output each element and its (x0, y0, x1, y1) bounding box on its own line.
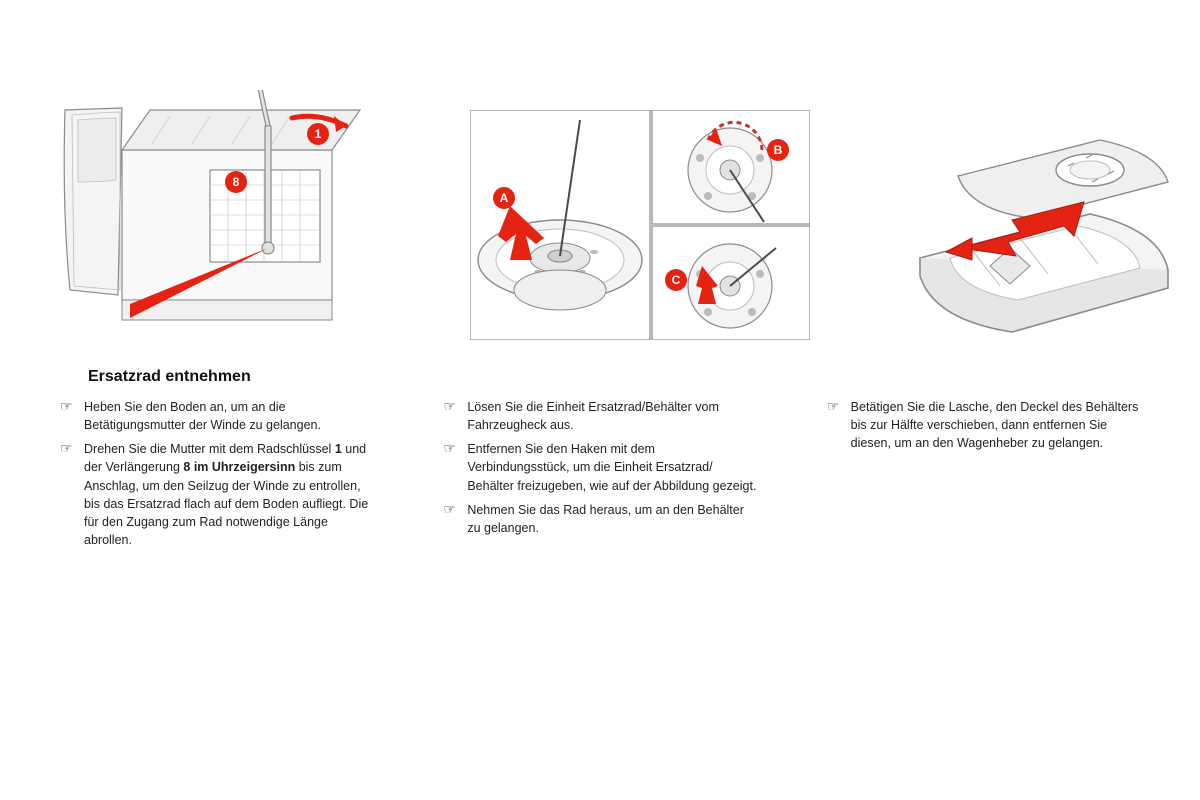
instruction-text: Drehen Sie die Mutter mit dem Radschlüss… (84, 440, 373, 549)
marker-a-label: A (500, 191, 509, 205)
marker-1-label: 1 (315, 127, 322, 141)
bullet-icon: ☞ (443, 398, 467, 434)
marker-b-label: B (774, 143, 783, 157)
instruction-item: ☞Drehen Sie die Mutter mit dem Radschlüs… (60, 440, 373, 549)
instruction-item: ☞Heben Sie den Boden an, um an die Betät… (60, 398, 373, 434)
instruction-item: ☞Entfernen Sie den Haken mit dem Verbind… (443, 440, 756, 494)
manual-page: 1 8 (0, 0, 1200, 800)
figure-toolbox (900, 120, 1200, 340)
instruction-text: Entfernen Sie den Haken mit dem Verbindu… (467, 440, 756, 494)
bullet-icon: ☞ (443, 440, 467, 494)
instruction-columns: ☞Heben Sie den Boden an, um an die Betät… (60, 398, 1140, 555)
marker-8-label: 8 (233, 175, 240, 189)
instruction-text: Nehmen Sie das Rad heraus, um an den Beh… (467, 501, 756, 537)
column-2: ☞Lösen Sie die Einheit Ersatzrad/Behälte… (443, 398, 756, 555)
marker-c-label: C (672, 273, 681, 287)
figure-row: 1 8 (60, 40, 1140, 340)
section-heading: Ersatzrad entnehmen (88, 368, 1140, 386)
figure-wheel-release: A B (470, 110, 810, 340)
instruction-text: Betätigen Sie die Lasche, den Deckel des… (851, 398, 1140, 452)
figure-trunk-access: 1 8 (60, 90, 380, 340)
column-3: ☞Betätigen Sie die Lasche, den Deckel de… (827, 398, 1140, 555)
column-1: ☞Heben Sie den Boden an, um an die Betät… (60, 398, 373, 555)
instruction-item: ☞Nehmen Sie das Rad heraus, um an den Be… (443, 501, 756, 537)
instruction-item: ☞Lösen Sie die Einheit Ersatzrad/Behälte… (443, 398, 756, 434)
bullet-icon: ☞ (443, 501, 467, 537)
bullet-icon: ☞ (60, 398, 84, 434)
bullet-icon: ☞ (60, 440, 84, 549)
instruction-item: ☞Betätigen Sie die Lasche, den Deckel de… (827, 398, 1140, 452)
instruction-text: Heben Sie den Boden an, um an die Betäti… (84, 398, 373, 434)
instruction-text: Lösen Sie die Einheit Ersatzrad/Behälter… (467, 398, 756, 434)
bullet-icon: ☞ (827, 398, 851, 452)
